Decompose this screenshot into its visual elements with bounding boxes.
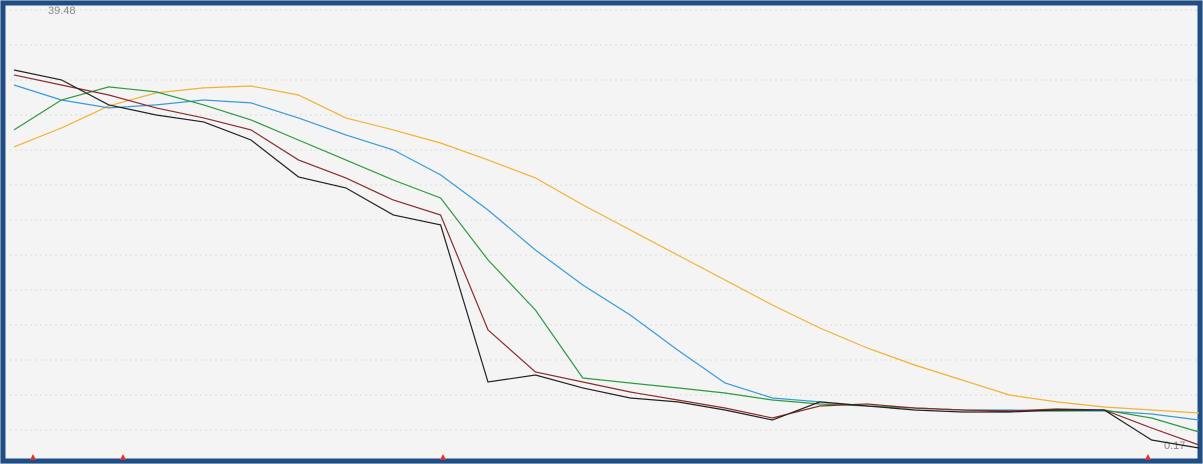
ma-line <box>13 74 1200 446</box>
ma-line <box>13 84 1200 421</box>
marker <box>120 454 126 460</box>
grid-pattern <box>8 8 1198 458</box>
markers <box>30 454 1151 460</box>
low-label: 0.17 <box>1164 440 1185 452</box>
marker <box>440 454 446 460</box>
ma-line <box>13 69 1200 449</box>
ma-line <box>13 85 1200 414</box>
marker <box>1145 454 1151 460</box>
marker <box>30 454 36 460</box>
high-label: 39.48 <box>48 5 76 17</box>
